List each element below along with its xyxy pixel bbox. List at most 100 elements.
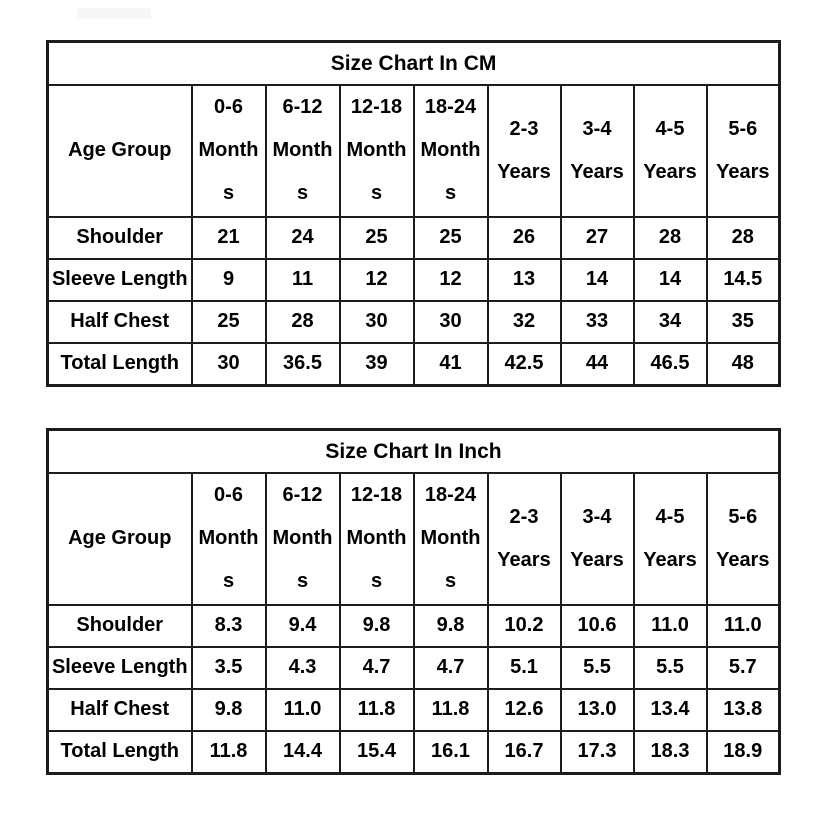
value-cell: 14 — [632, 257, 708, 302]
value-cell: 16.7 — [486, 729, 562, 775]
value-cell: 16.1 — [412, 729, 489, 775]
value-cell: 13.0 — [559, 687, 635, 732]
table-row: Total Length 30 36.5 39 41 42.5 44 46.5 48 — [46, 341, 781, 387]
age-group-header: Age Group — [46, 472, 193, 606]
value-cell: 11.8 — [338, 687, 415, 732]
value-cell: 48 — [705, 341, 781, 387]
value-cell: 13 — [486, 257, 562, 302]
column-header: 12-18 Months — [338, 472, 415, 606]
value-cell: 13.4 — [632, 687, 708, 732]
table-row: Half Chest 25 28 30 30 32 33 34 35 — [46, 299, 781, 344]
value-cell: 46.5 — [632, 341, 708, 387]
table-title: Size Chart In Inch — [46, 428, 781, 474]
value-cell: 12 — [412, 257, 489, 302]
value-cell: 9.8 — [412, 603, 489, 648]
value-cell: 32 — [486, 299, 562, 344]
value-cell: 30 — [338, 299, 415, 344]
value-cell: 34 — [632, 299, 708, 344]
value-cell: 11.8 — [190, 729, 267, 775]
size-table-inch: Size Chart In Inch Age Group 0-6 Months 6-1… — [46, 428, 782, 775]
value-cell: 39 — [338, 341, 415, 387]
value-cell: 11.8 — [412, 687, 489, 732]
column-header: 4-5 Years — [632, 472, 708, 606]
value-cell: 24 — [264, 215, 341, 260]
row-label: Half Chest — [46, 299, 193, 344]
value-cell: 9 — [190, 257, 267, 302]
value-cell: 8.3 — [190, 603, 267, 648]
value-cell: 9.8 — [190, 687, 267, 732]
value-cell: 25 — [190, 299, 267, 344]
value-cell: 28 — [264, 299, 341, 344]
table-row: Shoulder 8.3 9.4 9.8 9.8 10.2 10.6 11.0 11.0 — [46, 603, 781, 648]
value-cell: 28 — [705, 215, 781, 260]
column-header: 5-6 Years — [705, 472, 781, 606]
value-cell: 4.3 — [264, 645, 341, 690]
column-header: 4-5 Years — [632, 84, 708, 218]
table-row: Total Length 11.8 14.4 15.4 16.1 16.7 17.3 18.3… — [46, 729, 781, 775]
column-header: 18-24 Months — [412, 84, 489, 218]
value-cell: 35 — [705, 299, 781, 344]
faint-watermark — [77, 8, 151, 19]
value-cell: 36.5 — [264, 341, 341, 387]
column-header: 3-4 Years — [559, 472, 635, 606]
value-cell: 14.4 — [264, 729, 341, 775]
row-label: Shoulder — [46, 215, 193, 260]
row-label: Total Length — [46, 729, 193, 775]
value-cell: 42.5 — [486, 341, 562, 387]
table-row: Sleeve Length 3.5 4.3 4.7 4.7 5.1 5.5 5.5 5.7 — [46, 645, 781, 690]
row-label: Total Length — [46, 341, 193, 387]
value-cell: 5.7 — [705, 645, 781, 690]
value-cell: 18.3 — [632, 729, 708, 775]
value-cell: 26 — [486, 215, 562, 260]
value-cell: 5.1 — [486, 645, 562, 690]
table-title: Size Chart In CM — [46, 40, 781, 86]
column-header: 0-6 Months — [190, 84, 267, 218]
table-row: Sleeve Length 9 11 12 12 13 14 14 14.5 — [46, 257, 781, 302]
value-cell: 30 — [190, 341, 267, 387]
column-header: 2-3 Years — [486, 472, 562, 606]
value-cell: 9.8 — [338, 603, 415, 648]
column-header: 18-24 Months — [412, 472, 489, 606]
value-cell: 30 — [412, 299, 489, 344]
row-label: Shoulder — [46, 603, 193, 648]
value-cell: 11.0 — [705, 603, 781, 648]
column-header: 5-6 Years — [705, 84, 781, 218]
value-cell: 14 — [559, 257, 635, 302]
value-cell: 25 — [412, 215, 489, 260]
value-cell: 41 — [412, 341, 489, 387]
age-group-header: Age Group — [46, 84, 193, 218]
value-cell: 17.3 — [559, 729, 635, 775]
value-cell: 27 — [559, 215, 635, 260]
value-cell: 25 — [338, 215, 415, 260]
value-cell: 4.7 — [338, 645, 415, 690]
size-table-cm: Size Chart In CM Age Group 0-6 Months 6-12 … — [46, 40, 782, 387]
value-cell: 12.6 — [486, 687, 562, 732]
value-cell: 5.5 — [559, 645, 635, 690]
row-label: Sleeve Length — [46, 645, 193, 690]
value-cell: 18.9 — [705, 729, 781, 775]
column-header: 6-12 Months — [264, 84, 341, 218]
value-cell: 9.4 — [264, 603, 341, 648]
value-cell: 3.5 — [190, 645, 267, 690]
column-header: 2-3 Years — [486, 84, 562, 218]
header-row: Age Group 0-6 Months 6-12 Months 12-18 Mont… — [46, 472, 781, 606]
row-label: Half Chest — [46, 687, 193, 732]
value-cell: 10.2 — [486, 603, 562, 648]
value-cell: 10.6 — [559, 603, 635, 648]
value-cell: 28 — [632, 215, 708, 260]
value-cell: 13.8 — [705, 687, 781, 732]
column-header: 0-6 Months — [190, 472, 267, 606]
value-cell: 33 — [559, 299, 635, 344]
value-cell: 11 — [264, 257, 341, 302]
table-row: Half Chest 9.8 11.0 11.8 11.8 12.6 13.0 13.4 13.… — [46, 687, 781, 732]
table-row: Shoulder 21 24 25 25 26 27 28 28 — [46, 215, 781, 260]
column-header: 3-4 Years — [559, 84, 635, 218]
header-row: Age Group 0-6 Months 6-12 Months 12-18 Mont… — [46, 84, 781, 218]
value-cell: 5.5 — [632, 645, 708, 690]
value-cell: 21 — [190, 215, 267, 260]
column-header: 6-12 Months — [264, 472, 341, 606]
column-header: 12-18 Months — [338, 84, 415, 218]
value-cell: 12 — [338, 257, 415, 302]
value-cell: 44 — [559, 341, 635, 387]
